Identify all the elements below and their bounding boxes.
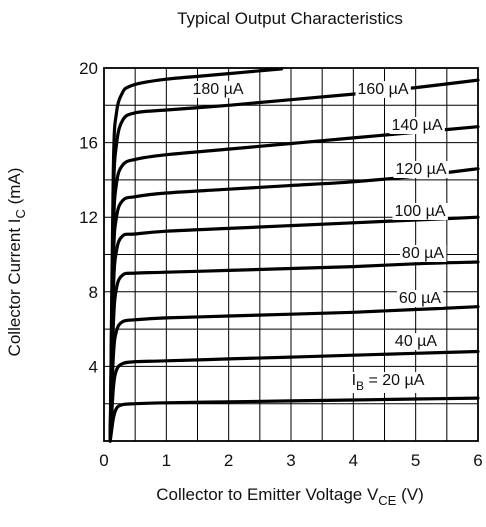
y-tick-label: 8 [89,283,98,302]
curve-label-background [389,117,445,134]
curve-label-background [392,333,440,350]
y-tick-label: 20 [79,59,98,78]
ib-curve [108,305,480,443]
x-tick-label: 5 [411,451,420,470]
chart-title: Typical Output Characteristics [177,9,403,28]
curve-label: 100 µA [394,203,445,220]
x-tick-label: 6 [473,451,482,470]
curves [108,67,480,443]
x-tick-label: 1 [162,451,171,470]
curve-label-background [190,81,246,98]
y-axis-label: Collector Current IC (mA) [5,168,28,357]
curve-label: 180 µA [192,81,243,98]
x-tick-label: 4 [349,451,358,470]
ib-curve [108,396,480,443]
curve-label: 140 µA [391,117,442,134]
curve-label: IB = 20 µA [352,372,425,393]
x-tick-label: 3 [286,451,295,470]
curve-label: 160 µA [357,81,408,98]
curve-label-background [392,203,448,220]
curve-label-background [393,161,449,178]
curve-label-background [399,245,447,262]
x-tick-label: 2 [224,451,233,470]
y-tick-label: 4 [89,357,98,376]
curve-label-background [349,372,427,393]
y-tick-label: 12 [79,208,98,227]
curve-label-background [355,81,411,98]
curve-label: 80 µA [402,245,444,262]
ib-curve [108,349,480,443]
curve-label: 120 µA [395,161,446,178]
x-tick-label: 0 [99,451,108,470]
ib-curve [108,67,284,443]
curve-labels: IB = 20 µA 40 µA 60 µA 80 µA 100 µA 120 µA 140… [190,81,449,393]
curve-label-background [396,290,444,307]
plot-frame [103,67,479,442]
y-tick-label: 16 [79,134,98,153]
x-axis-label: Collector to Emitter Voltage VCE (V) [156,485,424,508]
curve-label: 60 µA [399,290,441,307]
curve-label: 40 µA [395,333,437,350]
